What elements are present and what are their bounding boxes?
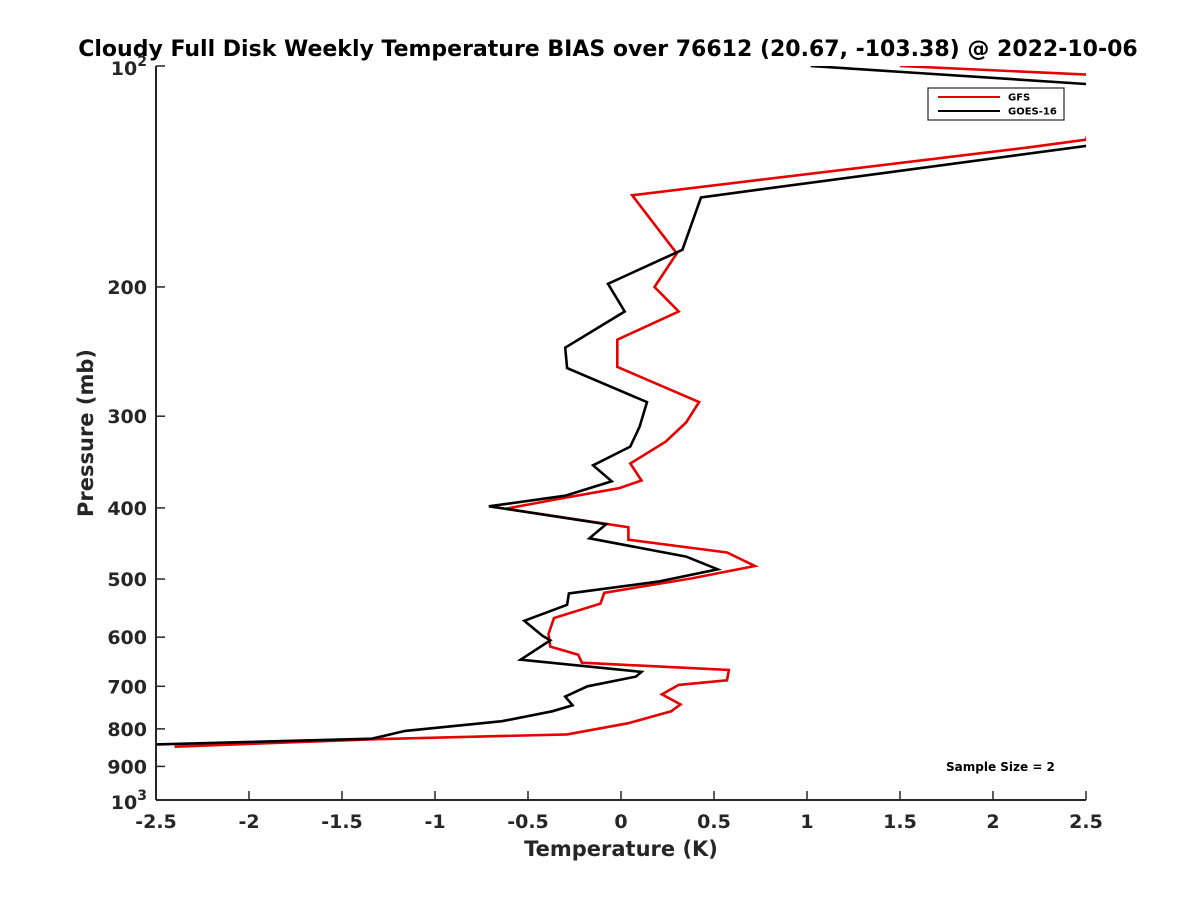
chart-title: Cloudy Full Disk Weekly Temperature BIAS… [78, 37, 1137, 62]
y-tick-label: 800 [107, 719, 147, 741]
x-tick-label: 1 [800, 811, 813, 833]
x-tick-label: -2.5 [135, 811, 177, 833]
series-layer [156, 66, 1086, 748]
x-ticks: -2.5 -2 -1.5 -1 -0.5 0 0.5 1 1.5 2 2.5 [135, 791, 1103, 833]
y-tick-label: 500 [107, 569, 147, 591]
sample-size-annotation: Sample Size = 2 [946, 760, 1055, 774]
y-tick-label: 600 [107, 627, 147, 649]
y-tick-label: 200 [107, 277, 147, 299]
y-tick-label: 900 [107, 756, 147, 778]
y-tick-label: 700 [107, 676, 147, 698]
x-tick-label: 2.5 [1069, 811, 1103, 833]
x-tick-label: 1.5 [883, 811, 917, 833]
x-tick-label: -1.5 [321, 811, 363, 833]
y-tick-label: 300 [107, 406, 147, 428]
x-tick-label: 2 [986, 811, 999, 833]
x-tick-label: -1 [424, 811, 445, 833]
legend: GFS GOES-16 [927, 87, 1065, 121]
y-axis-label: Pressure (mb) [74, 349, 98, 517]
x-tick-label: 0.5 [697, 811, 731, 833]
x-tick-label: -2 [238, 811, 259, 833]
x-tick-label: -0.5 [507, 811, 549, 833]
legend-box [927, 87, 1065, 121]
y-tick-label: 103 [111, 788, 147, 814]
x-tick-label: 0 [614, 811, 627, 833]
y-ticks: 102 200 300 400 500 600 700 800 900 103 [107, 54, 165, 814]
y-tick-label: 400 [107, 498, 147, 520]
y-tick-label: 102 [111, 54, 147, 80]
legend-label-gfs: GFS [1008, 93, 1030, 104]
series-line-goes16 [156, 66, 1086, 746]
series-line-gfs [174, 66, 1086, 748]
x-axis-label: Temperature (K) [524, 837, 718, 861]
legend-label-goes16: GOES-16 [1008, 107, 1057, 118]
